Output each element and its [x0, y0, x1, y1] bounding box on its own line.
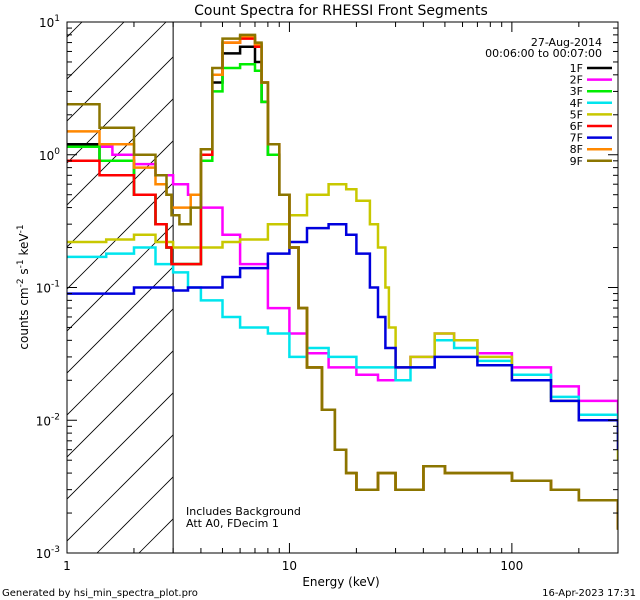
y-label-part-1: counts cm — [17, 287, 31, 349]
y-tick-label: 10-3 — [36, 545, 60, 561]
legend-label-6F: 6F — [570, 120, 583, 133]
axis-ticks — [66, 21, 619, 554]
date-label: 27-Aug-2014 — [531, 36, 602, 49]
x-tick-labels: 1 10 100 — [63, 559, 523, 573]
legend-label-4F: 4F — [570, 97, 583, 110]
y-tick-label: 10-2 — [36, 412, 60, 428]
x-tick-label: 1 — [63, 559, 71, 573]
y-tick-exponent: -1 — [51, 280, 60, 290]
y-tick-base: 10 — [39, 16, 54, 30]
hatch-line — [349, 0, 640, 553]
y-tick-base: 10 — [36, 414, 51, 428]
y-tick-label: 100 — [39, 147, 60, 163]
y-tick-label: 10-1 — [36, 280, 60, 296]
attenuator-note: Att A0, FDecim 1 — [186, 517, 279, 530]
hatch-line — [67, 140, 174, 248]
legend-label-7F: 7F — [570, 132, 583, 145]
y-tick-exponent: 0 — [54, 147, 60, 157]
y-label-part-2: s — [17, 268, 31, 278]
timestamp-footer: 16-Apr-2023 17:31 — [542, 588, 636, 599]
hatch-line — [67, 434, 174, 542]
series-layer — [67, 33, 618, 530]
y-axis-label: counts cm-2 s-1 keV-1 — [16, 224, 31, 349]
y-tick-base: 10 — [36, 282, 51, 296]
hatch-line — [433, 0, 640, 553]
hatch-line — [67, 308, 174, 416]
y-tick-exponent: -2 — [51, 412, 60, 422]
y-label-exp-3: -1 — [16, 224, 26, 233]
series-line-8F — [67, 35, 618, 530]
legend-label-9F: 9F — [570, 155, 583, 168]
legend-label-3F: 3F — [570, 85, 583, 98]
series-line-3F — [67, 63, 618, 530]
series-line-4F — [67, 246, 618, 441]
generated-by-footer: Generated by hsi_min_spectra_plot.pro — [2, 588, 198, 599]
x-tick-label: 10 — [282, 559, 297, 573]
x-axis-label: Energy (keV) — [302, 575, 379, 589]
y-label-exp-2: -1 — [16, 259, 26, 268]
y-tick-label: 101 — [39, 14, 60, 30]
hatch-line — [67, 224, 174, 332]
hatch-line — [475, 0, 640, 553]
background-note: Includes Background — [186, 505, 301, 518]
hatch-line — [67, 22, 167, 122]
hatched-region — [0, 0, 640, 553]
y-tick-exponent: 1 — [54, 14, 60, 24]
chart-title: Count Spectra for RHESSI Front Segments — [194, 3, 488, 19]
hatch-line — [391, 0, 640, 553]
y-label-exp-1: -2 — [16, 278, 26, 287]
hatch-line — [67, 266, 174, 374]
y-tick-base: 10 — [36, 547, 51, 561]
hatch-line — [0, 0, 69, 553]
hatch-line — [67, 392, 174, 500]
legend-label-8F: 8F — [570, 143, 583, 156]
series-line-7F — [67, 222, 618, 450]
hatch-line — [96, 476, 174, 553]
legend-label-2F: 2F — [570, 74, 583, 87]
series-line-5F — [67, 182, 618, 461]
legend-label-5F: 5F — [570, 108, 583, 121]
series-line-6F — [67, 37, 618, 530]
hatch-line — [265, 0, 640, 553]
hatch-line — [601, 0, 640, 553]
hatch-line — [67, 182, 174, 290]
legend-label-1F: 1F — [570, 62, 583, 75]
hatch-line — [67, 56, 174, 164]
time-range-label: 00:06:00 to 00:07:00 — [485, 47, 602, 60]
y-label-part-3: keV — [17, 233, 31, 260]
hatch-line — [307, 0, 640, 553]
series-line-9F — [67, 33, 618, 530]
y-tick-exponent: -3 — [51, 545, 60, 555]
y-tick-base: 10 — [39, 149, 54, 163]
x-tick-label: 100 — [500, 559, 523, 573]
